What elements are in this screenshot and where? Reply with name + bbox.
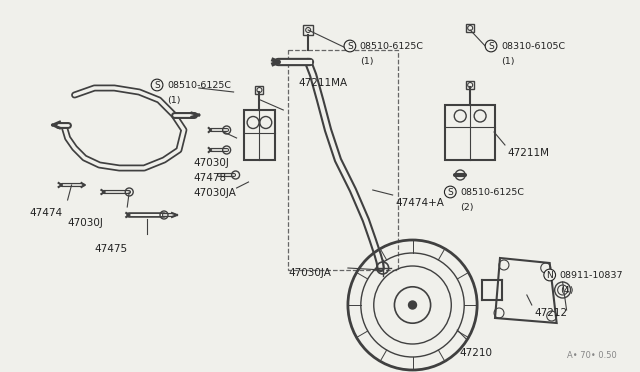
Text: (2): (2) [460, 203, 474, 212]
Text: S: S [488, 42, 494, 51]
Text: 47030JA: 47030JA [194, 188, 237, 198]
Text: 47030J: 47030J [68, 218, 104, 228]
Text: 08510-6125C: 08510-6125C [460, 187, 524, 196]
Text: N: N [547, 270, 553, 279]
Text: (4): (4) [559, 286, 573, 295]
Text: S: S [447, 187, 453, 196]
Text: 47474+A: 47474+A [396, 198, 445, 208]
Circle shape [408, 301, 417, 309]
Text: 47478: 47478 [194, 173, 227, 183]
Text: (1): (1) [501, 57, 515, 66]
Text: A• 70• 0.50: A• 70• 0.50 [566, 351, 616, 360]
Text: 08510-6125C: 08510-6125C [360, 42, 424, 51]
Text: 47030JA: 47030JA [288, 268, 331, 278]
Bar [244, 110, 275, 160]
Text: S: S [347, 42, 353, 51]
Text: 08510-6125C: 08510-6125C [167, 80, 231, 90]
Bar [255, 86, 264, 94]
Bar [288, 50, 397, 270]
Text: 08310-6105C: 08310-6105C [501, 42, 565, 51]
Text: 47474: 47474 [30, 208, 63, 218]
Text: (1): (1) [360, 57, 373, 66]
Bar [466, 81, 474, 89]
Text: 08911-10837: 08911-10837 [559, 270, 623, 279]
Text: S: S [154, 80, 160, 90]
Text: 47211MA: 47211MA [298, 78, 348, 88]
Text: 47211M: 47211M [507, 148, 549, 158]
Text: 47030J: 47030J [194, 158, 230, 168]
Bar [303, 25, 313, 35]
Bar [445, 105, 495, 160]
Text: 47210: 47210 [460, 348, 492, 358]
Text: 47475: 47475 [95, 244, 127, 254]
Text: (1): (1) [167, 96, 180, 105]
Bar [466, 24, 474, 32]
Text: 47212: 47212 [535, 308, 568, 318]
